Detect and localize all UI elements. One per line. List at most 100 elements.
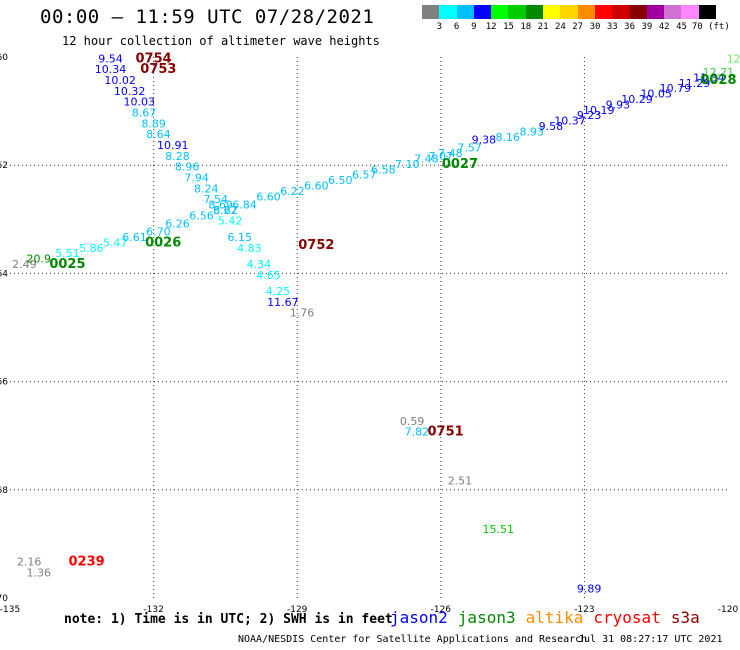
colorbar-label: 9 [471,22,477,32]
wave-height-point: 8.62 [213,204,238,217]
wave-height-point: 2.49 [12,258,37,271]
wave-height-point: 6.15 [228,231,253,244]
colorbar-swatch [577,5,595,19]
colorbar-swatch [698,5,717,19]
wave-height-points: 9.5410.3410.0210.3210.038.678.898.6410.9… [12,52,740,595]
wave-height-point: 6.56 [189,209,214,222]
wave-height-point: 11.29 [679,77,711,90]
wave-height-point: 8.16 [496,131,521,144]
wave-height-point: 10.29 [621,93,653,106]
wave-height-point: 10.37 [554,115,586,128]
wave-height-point: 6.50 [328,174,353,187]
legend-entry-altika: altika [525,608,584,627]
wave-height-point: 6.60 [256,190,281,203]
pass-time-label: 0751 [427,425,463,440]
wave-height-point: 20.9 [26,253,51,266]
wave-height-point: 4.25 [266,285,291,298]
wave-height-point: 4.65 [256,269,281,282]
y-tick-label: -62 [0,161,8,171]
colorbar-swatch [681,5,699,19]
axis-labels: -135 -132 -129 -126 -123 -120 -60 -62 -64 -66 -68 -… [0,53,738,615]
pass-time-label: 0754 [136,51,172,66]
wave-height-point: 12.71 [703,66,735,79]
colorbar-label: 15 [503,22,514,32]
wave-height-point: 8.67 [132,107,157,120]
colorbar-label: 27 [572,22,584,32]
wave-height-point: 6.60 [304,180,329,193]
wave-height-point: 8.89 [141,117,166,130]
wave-height-point: 6.26 [165,217,190,230]
wave-height-point: 10.02 [104,74,136,87]
wave-height-point: 6.27 [213,204,238,217]
colorbar-swatch [612,5,630,19]
x-tick-label: -120 [718,605,739,615]
wave-height-point: 10.91 [157,139,189,152]
wave-height-point: 10.05 [640,88,672,101]
pass-time-label: 0239 [68,555,104,570]
wave-height-point: 2.51 [448,474,473,487]
legend-entry-jason3: jason3 [457,608,516,627]
wave-height-point: 9.23 [577,109,602,122]
wave-height-point: 9.58 [539,120,564,133]
wave-height-point: 11.34 [693,71,725,84]
wave-height-point: 10.03 [123,96,155,109]
wave-height-point: 8.93 [519,125,544,138]
wave-height-point: 1.36 [26,566,51,579]
y-tick-label: -66 [0,378,8,388]
wave-height-point: 8.24 [194,182,219,195]
legend-entry-jason2: jason2 [390,608,448,627]
colorbar-label: 70 (ft) [691,22,730,32]
wave-height-point: 8.96 [175,161,200,174]
wave-height-point: 1.76 [290,307,315,320]
credit-text: NOAA/NESDIS Center for Satellite Applica… [238,634,588,645]
wave-height-point: 4.34 [247,258,272,271]
colorbar-label: 36 [624,22,636,32]
colorbar-swatch [646,5,665,19]
colorbar-label: 3 [436,22,443,32]
colorbar-swatch [508,5,526,19]
map-subtitle: 12 hour collection of altimeter wave hei… [62,34,380,48]
colorbar-label: 30 [589,22,601,32]
pass-time-label: 0753 [140,62,176,77]
y-tick-label: -68 [0,486,8,496]
wave-height-point: 0.59 [400,415,425,428]
wave-height-point: 6.58 [371,163,396,176]
units-note: note: 1) Time is in UTC; 2) SWH is in fe… [64,612,393,627]
colorbar-swatch [525,5,544,19]
wave-height-point: 10.79 [660,82,692,95]
wave-height-point: 10.34 [95,63,127,76]
wave-height-point: 7.07 [429,150,454,163]
x-tick-label: -135 [0,605,20,615]
wave-height-point: 8.28 [165,150,190,163]
x-tick-label: -126 [431,605,452,615]
wave-height-point: 9.93 [606,98,631,111]
map-title: 00:00 – 11:59 UTC 07/28/2021 [40,6,375,28]
satellite-legend: jason2 jason3 altika cryosat s3a [390,608,710,627]
colorbar-label: 42 [658,22,670,32]
wave-height-point: 7.82 [405,426,430,439]
wave-height-point: 6.84 [232,198,257,211]
x-tick-label: -123 [574,605,594,615]
wave-height-point: 5.42 [218,215,243,228]
wave-height-point: 7.48 [414,152,439,165]
wave-height-point: 9.54 [98,52,123,65]
colorbar-swatch [629,5,647,19]
wave-height-point: 7.94 [184,171,209,184]
wave-height-point: 12.39 [727,52,740,65]
colorbar-swatch [439,5,457,19]
wave-height-point: 9.89 [577,583,602,596]
pass-time-label: 0027 [442,157,478,172]
wave-height-point: 7.54 [204,193,229,206]
wave-height-point: 8.69 [208,198,233,211]
colorbar-label: 18 [520,22,532,32]
wave-height-point: 5.51 [55,247,80,260]
colorbar-labels: 3 6 9 12 15 18 21 24 27 30 33 36 39 42 45 70 (ft) [422,22,740,34]
wave-height-point: 5.86 [79,242,104,255]
colorbar-swatch [456,5,474,19]
colorbar-swatch [560,5,578,19]
colorbar-swatch [664,5,682,19]
wave-height-point: 6.22 [280,185,305,198]
y-tick-label: -64 [0,269,8,279]
